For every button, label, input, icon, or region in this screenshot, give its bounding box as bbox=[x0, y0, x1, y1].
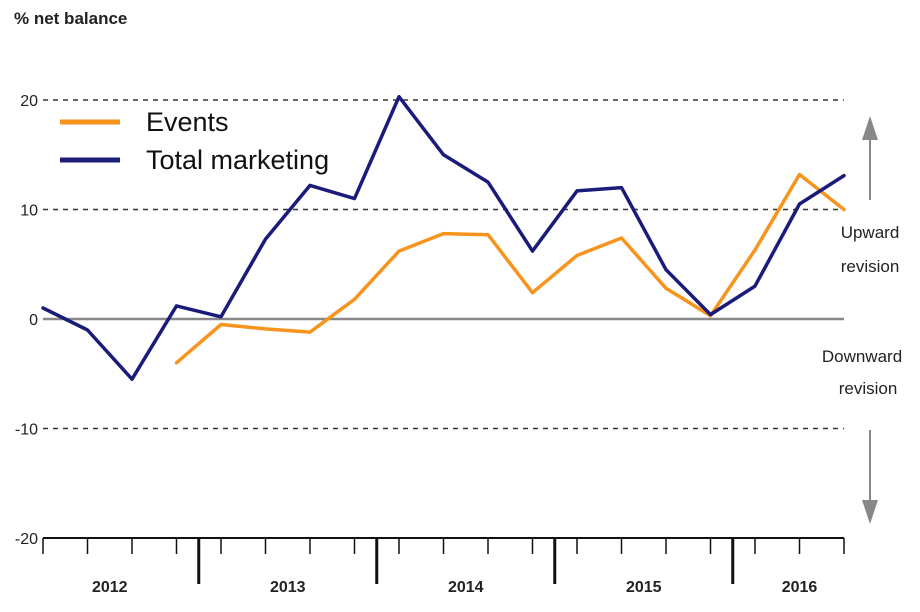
upward-annotation-line2: revision bbox=[841, 257, 900, 276]
y-tick-label: 10 bbox=[20, 203, 38, 220]
year-label: 2014 bbox=[448, 579, 484, 596]
y-tick-label: -10 bbox=[15, 422, 38, 439]
legend-label-total-marketing: Total marketing bbox=[146, 145, 329, 175]
legend-label-events: Events bbox=[146, 107, 229, 137]
downward-annotation-line1: Downward bbox=[822, 347, 902, 366]
y-tick-labels: 20 10 0 -10 -20 bbox=[15, 93, 38, 548]
y-tick-label: 0 bbox=[29, 312, 38, 329]
y-tick-label: -20 bbox=[15, 531, 38, 548]
downward-annotation: Downward revision bbox=[822, 347, 902, 524]
downward-arrowhead-icon bbox=[862, 500, 878, 524]
year-label: 2012 bbox=[92, 579, 128, 596]
year-label: 2015 bbox=[626, 579, 662, 596]
year-label: 2016 bbox=[782, 579, 818, 596]
legend: Events Total marketing bbox=[60, 107, 329, 175]
upward-annotation-line1: Upward bbox=[841, 223, 900, 242]
upward-annotation: Upward revision bbox=[841, 116, 900, 276]
year-label: 2013 bbox=[270, 579, 306, 596]
series-line-total-marketing bbox=[41, 94, 846, 381]
y-tick-label: 20 bbox=[20, 93, 38, 110]
y-axis-title: % net balance bbox=[14, 9, 127, 28]
x-axis: 2012 2013 2014 2015 2016 bbox=[42, 537, 845, 596]
downward-annotation-line2: revision bbox=[839, 379, 898, 398]
series-lines bbox=[41, 94, 846, 381]
upward-arrowhead-icon bbox=[862, 116, 878, 140]
gridlines bbox=[43, 99, 844, 430]
series-line-events bbox=[174, 172, 846, 365]
